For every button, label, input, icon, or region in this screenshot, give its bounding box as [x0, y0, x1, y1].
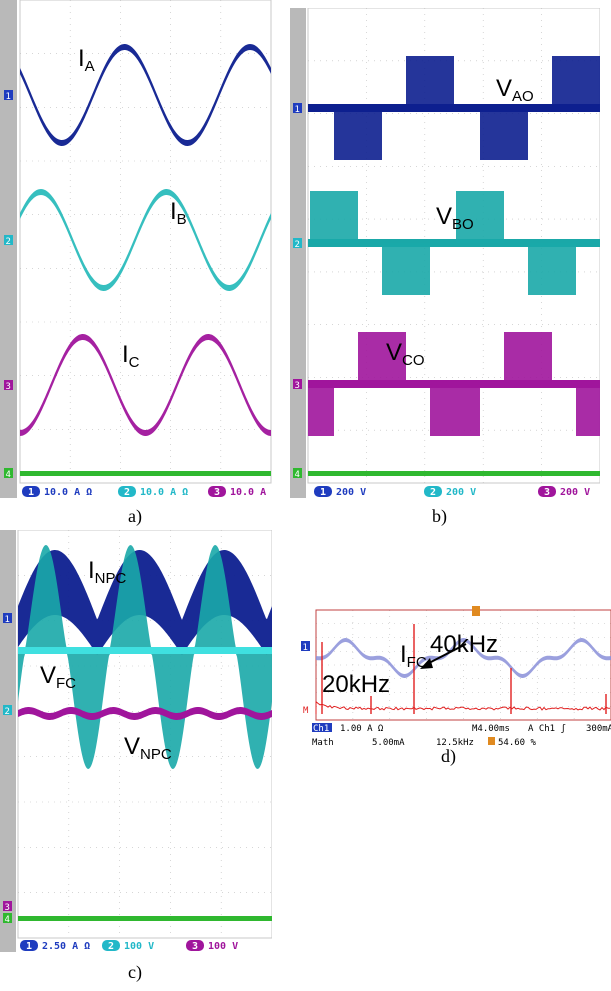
oscilloscope-c: 1 2 3 4 INPC VFC VNPC 1 2.50 A Ω 2 100 V 3 100 V	[0, 530, 272, 952]
c-trace-ch4	[18, 916, 272, 921]
c-scale-chip-number: 3	[192, 941, 198, 952]
b-scale-chip-number: 2	[430, 487, 436, 498]
c-channel-marker-label: 2	[5, 707, 10, 717]
b-channel-marker-label: 4	[295, 470, 300, 480]
b-channel-marker-label: 3	[295, 381, 300, 391]
a-trace-ch4	[20, 471, 271, 476]
d-math-label: Math	[312, 738, 334, 746]
a-scale-text: 10.0 A	[230, 487, 266, 498]
b-scale-text: 200 V	[336, 487, 366, 498]
d-trigger-marker	[472, 606, 480, 616]
a-channel-marker-label: 3	[6, 382, 11, 392]
caption-a: a)	[128, 506, 142, 527]
c-channel-marker-label: 4	[5, 915, 10, 925]
b-scale-text: 200 V	[446, 487, 476, 498]
d-trigger-level: 300mA	[586, 724, 611, 734]
d-annotation-40khz: 40kHz	[430, 631, 498, 658]
a-scale-text: 10.0 A Ω	[44, 487, 92, 498]
d-plot-area	[316, 610, 611, 720]
oscilloscope-a: 1 2 3 4 IA IB IC 1 10.0 A Ω 2 10.0 A Ω 3 10.0 A	[0, 0, 272, 498]
c-scale-chip-number: 1	[26, 941, 32, 952]
d-math-pct: 54.60 %	[498, 738, 537, 746]
b-trace-ch4	[308, 471, 600, 476]
panel-a: 1 2 3 4 IA IB IC 1 10.0 A Ω 2 10.0 A Ω 3 10.0 A	[0, 0, 272, 498]
b-channel-marker-label: 1	[295, 105, 300, 115]
d-math-scale: 5.00mA	[372, 738, 405, 746]
oscilloscope-d: 1MIFC40kHz20kHzCh1 1.00 A Ω M4.00ms A Ch1 ʃ…	[300, 606, 611, 746]
a-channel-marker-label: 4	[6, 470, 11, 480]
a-left-rail	[0, 0, 17, 498]
panel-b: 1 2 3 4 VAO VBO VCO 1 200 V 2 200 V 3 200 V	[290, 8, 600, 498]
d-channel-marker-label: 1	[303, 643, 308, 653]
c-channel-marker-label: 3	[5, 903, 10, 913]
c-scale-text: 100 V	[208, 941, 238, 952]
d-trigger-source: A Ch1 ʃ	[528, 724, 566, 734]
a-scale-text: 10.0 A Ω	[140, 487, 188, 498]
b-scale-chip-number: 3	[544, 487, 550, 498]
c-trace-VFC-baseline	[18, 647, 272, 654]
caption-d: d)	[441, 746, 456, 767]
a-scale-chip-number: 3	[214, 487, 220, 498]
b-channel-marker-label: 2	[295, 240, 300, 250]
panel-d: 1 M IFC 40kHz 20kHz Ch1 1.00 A Ω M4.00ms A Ch1 ʃ…	[300, 606, 611, 746]
d-annotation-20khz: 20kHz	[322, 671, 390, 698]
oscilloscope-b: 1 2 3 4 VAO VBO VCO 1 200 V 2 200 V 3 200 V	[290, 8, 600, 498]
a-channel-marker-label: 2	[6, 237, 11, 247]
c-scale-text: 100 V	[124, 941, 154, 952]
a-scale-chip-number: 2	[124, 487, 130, 498]
a-channel-marker-label: 1	[6, 92, 11, 102]
b-left-rail	[290, 8, 306, 498]
b-scale-chip-number: 1	[320, 487, 326, 498]
panel-c: 1 2 3 4 INPC VFC VNPC 1 2.50 A Ω 2 100 V 3 100 V	[0, 530, 272, 952]
caption-b: b)	[432, 506, 447, 527]
d-ch1-label: Ch1	[313, 724, 329, 734]
d-math-window-chip	[488, 737, 495, 745]
d-math-freq: 12.5kHz	[436, 738, 474, 746]
c-left-rail	[0, 530, 16, 952]
d-math-marker: M	[303, 706, 309, 716]
a-scale-chip-number: 1	[28, 487, 34, 498]
c-scale-text: 2.50 A Ω	[42, 941, 90, 952]
d-timebase: M4.00ms	[472, 724, 510, 734]
b-scale-text: 200 V	[560, 487, 590, 498]
c-scale-chip-number: 2	[108, 941, 114, 952]
caption-c: c)	[128, 962, 142, 983]
c-channel-marker-label: 1	[5, 615, 10, 625]
d-ch1-scale: 1.00 A Ω	[340, 724, 384, 734]
